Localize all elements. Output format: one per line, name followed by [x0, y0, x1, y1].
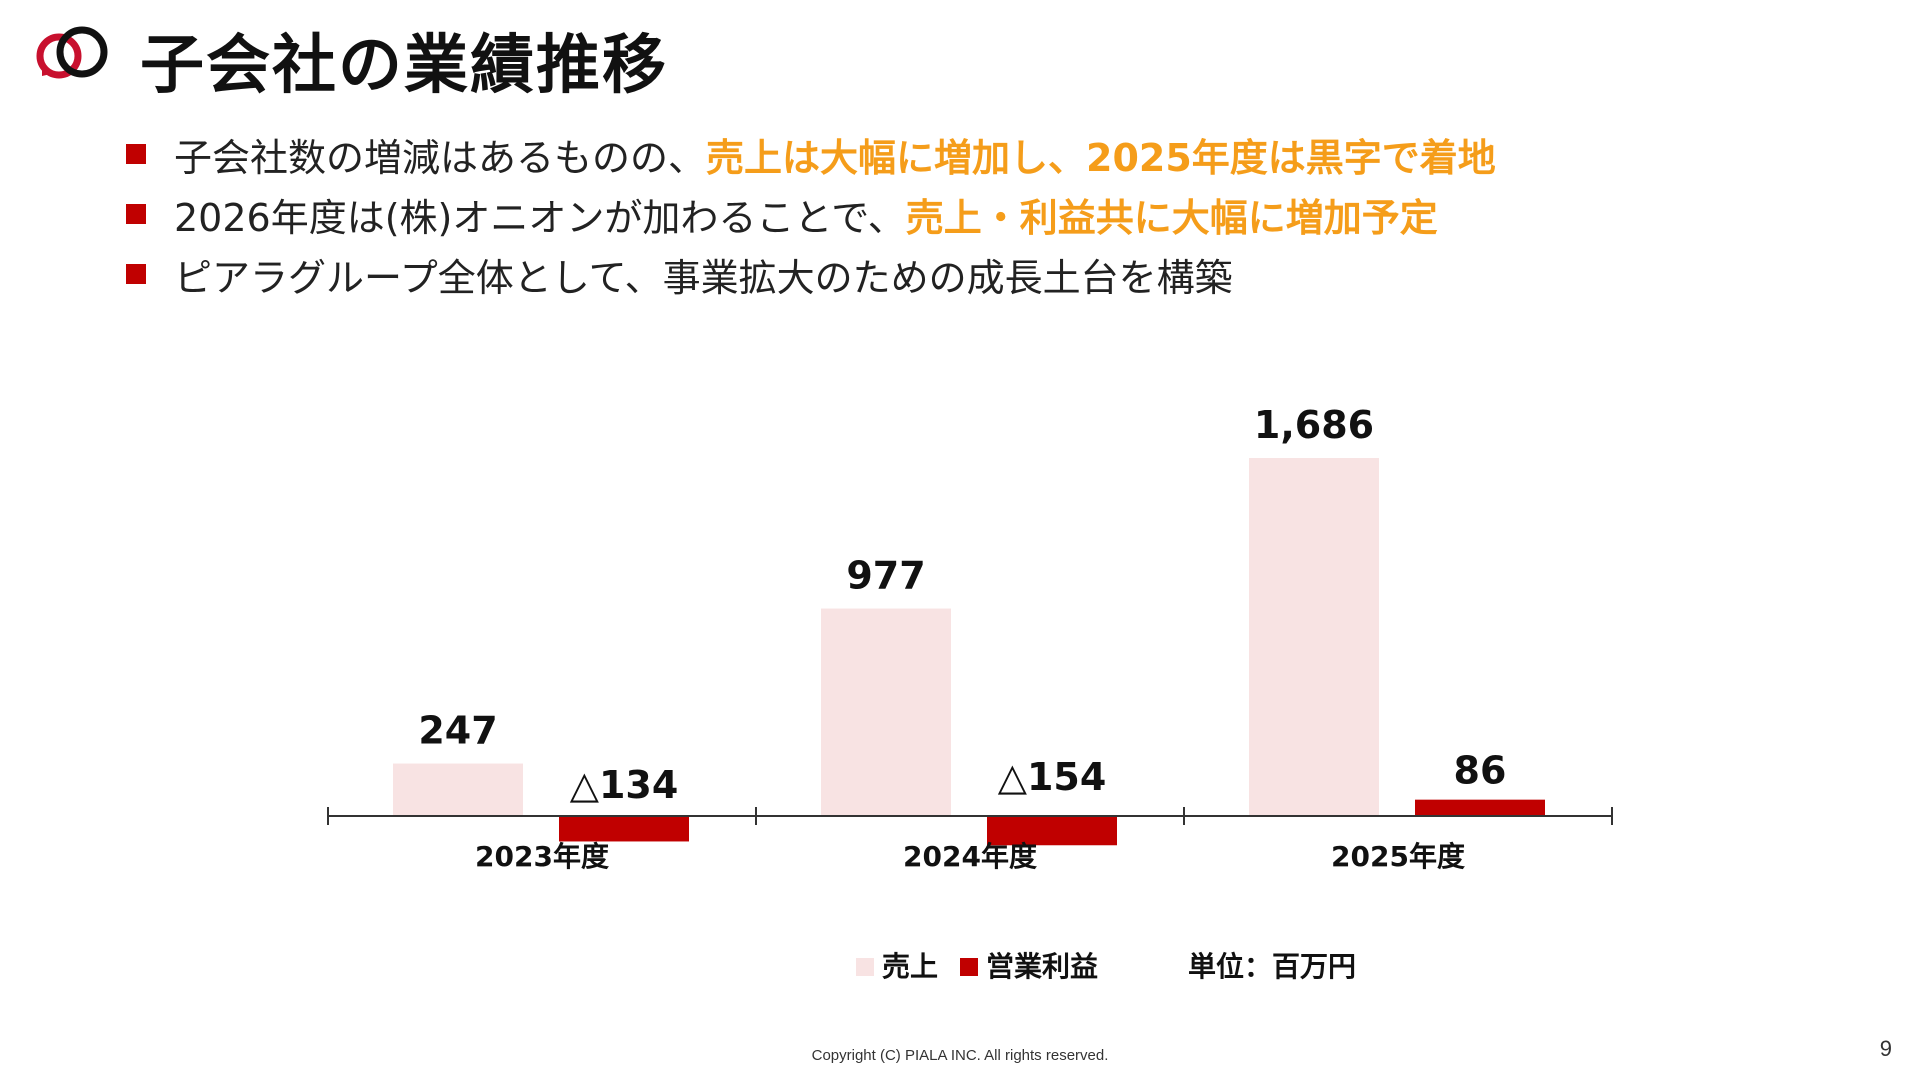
- sales-bar: [393, 763, 523, 816]
- sales-bar: [821, 608, 951, 816]
- profit-bar: [559, 816, 689, 842]
- bullet-item: 2026年度は(株)オニオンが加わることで、 売上・利益共に大幅に増加予定: [126, 184, 1496, 244]
- legend-swatch-profit: [960, 958, 978, 976]
- piala-rings-logo-icon: [36, 26, 108, 79]
- legend-label-sales: 売上: [882, 950, 938, 983]
- sales-data-label: 1,686: [1254, 403, 1374, 447]
- bullet-highlight: 売上は大幅に増加し、2025年度は黒字で着地: [706, 135, 1496, 180]
- sales-data-label: 247: [418, 709, 497, 753]
- sales-data-label: 977: [846, 554, 925, 598]
- legend-label-profit: 営業利益: [986, 950, 1098, 983]
- bullet-list: 子会社数の増減はあるものの、 売上は大幅に増加し、2025年度は黒字で着地 20…: [126, 124, 1496, 304]
- bullet-text: ピアラグループ全体として、事業拡大のための成長土台を構築: [174, 255, 1233, 300]
- x-tick-label: 2024年度: [903, 840, 1037, 873]
- legend-swatch-sales: [856, 958, 874, 976]
- sales-bar: [1249, 458, 1379, 816]
- bullet-text: 子会社数の増減はあるものの、: [174, 135, 707, 180]
- bullet-square-icon: [126, 204, 146, 224]
- profit-data-label: △154: [998, 755, 1107, 799]
- profit-bar: [1415, 799, 1545, 816]
- profit-bar: [987, 816, 1117, 846]
- bullet-item: ピアラグループ全体として、事業拡大のための成長土台を構築: [126, 244, 1496, 304]
- bullet-item: 子会社数の増減はあるものの、 売上は大幅に増加し、2025年度は黒字で着地: [126, 124, 1496, 184]
- unit-label: 単位：百万円: [1188, 950, 1356, 983]
- bullet-highlight: 売上・利益共に大幅に増加予定: [905, 195, 1438, 240]
- copyright-text: Copyright (C) PIALA INC. All rights rese…: [811, 1047, 1109, 1064]
- bullet-square-icon: [126, 144, 146, 164]
- profit-data-label: 86: [1454, 749, 1507, 793]
- x-tick-label: 2025年度: [1331, 840, 1465, 873]
- x-tick-label: 2023年度: [475, 840, 609, 873]
- page-title: 子会社の業績推移: [140, 29, 668, 103]
- bullet-square-icon: [126, 264, 146, 284]
- bullet-text: 2026年度は(株)オニオンが加わることで、: [174, 195, 906, 240]
- profit-data-label: △134: [570, 763, 679, 807]
- page-number: 9: [1879, 1036, 1892, 1061]
